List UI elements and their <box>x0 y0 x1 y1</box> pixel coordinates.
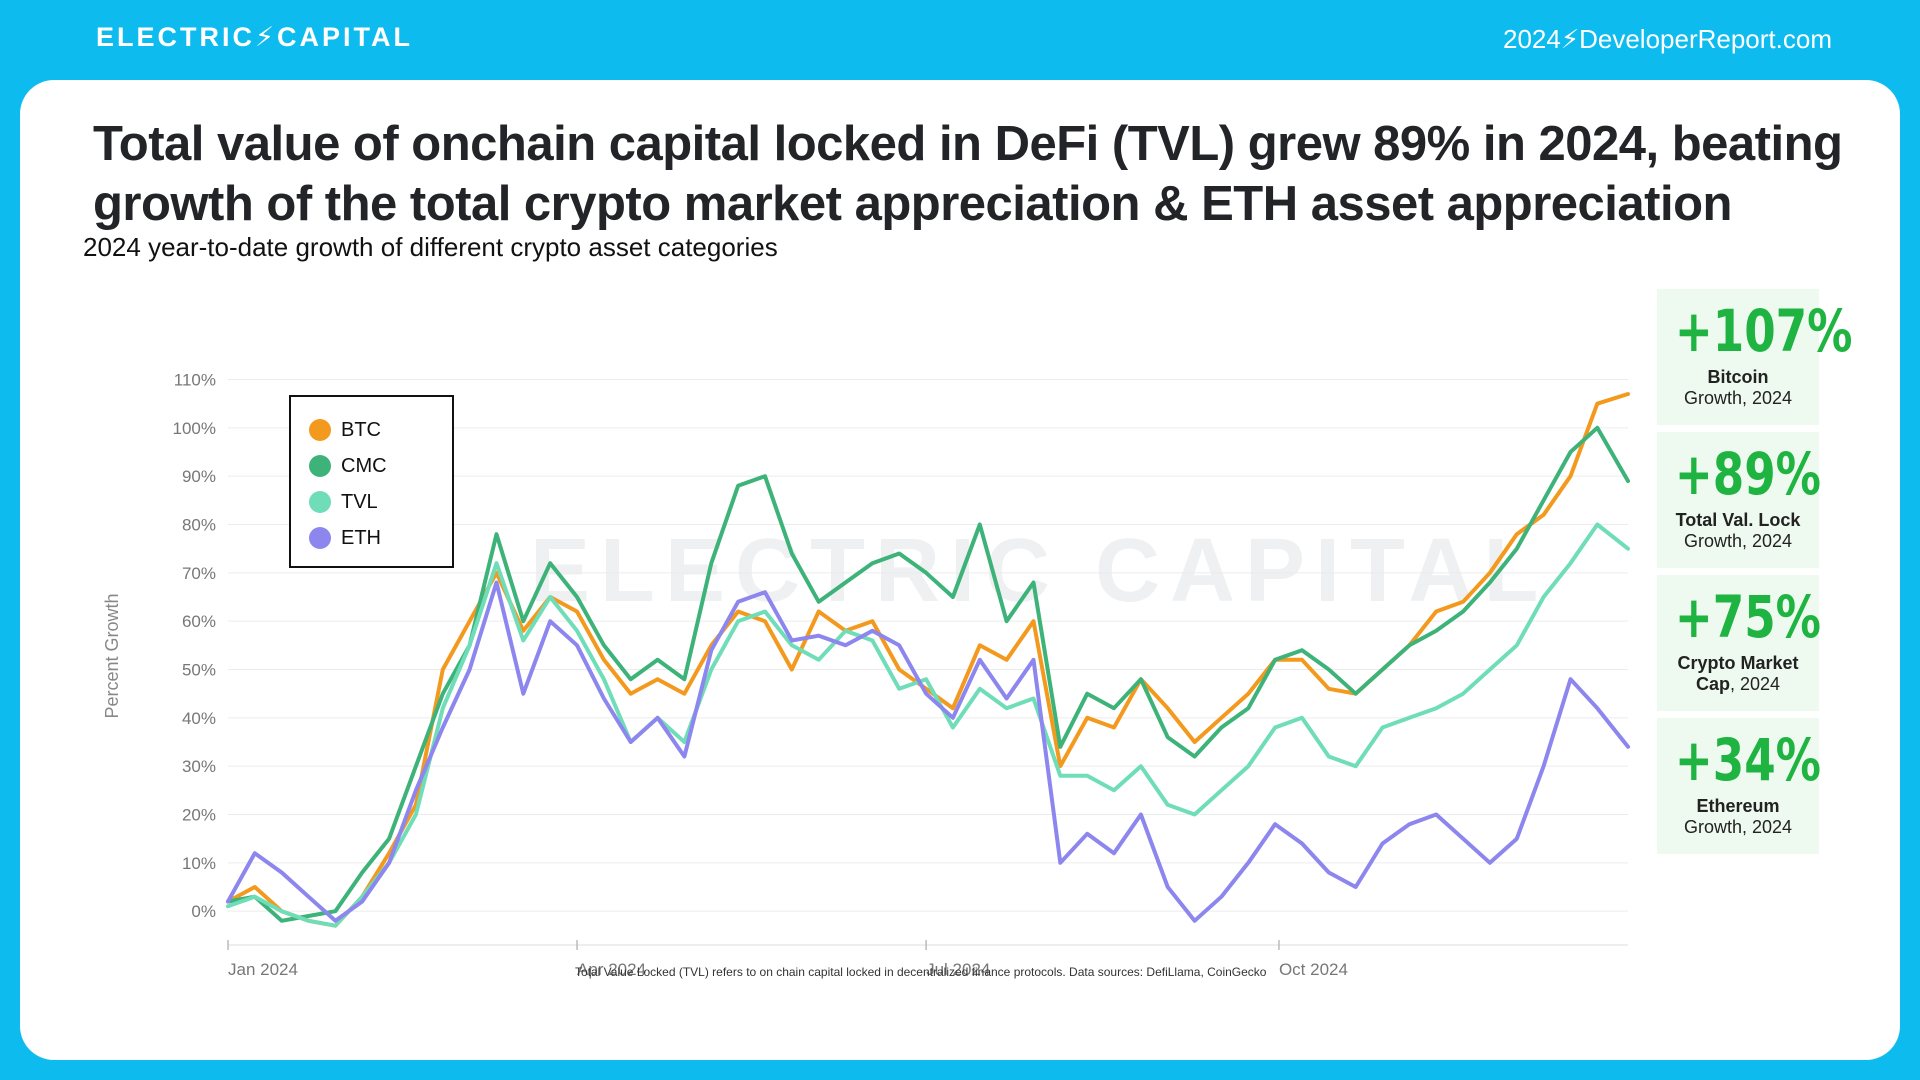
stat-bitcoin: +107% Bitcoin Growth, 2024 <box>1657 289 1853 425</box>
legend-swatch-eth <box>309 527 331 549</box>
stat-name-ethereum: Ethereum <box>1696 796 1780 816</box>
y-axis-label: Percent Growth <box>102 593 122 718</box>
y-tick-label: 60% <box>182 612 216 631</box>
y-tick-label: 50% <box>182 661 216 680</box>
report-url[interactable]: 2024⚡DeveloperReport.com <box>1503 24 1832 54</box>
stat-value-cmc: +75% <box>1674 583 1822 651</box>
stat-ethereum: +34% Ethereum Growth, 2024 <box>1657 718 1822 854</box>
stat-name-cmc: Crypto Market Cap <box>1677 653 1799 694</box>
y-tick-label: 110% <box>174 371 216 390</box>
chart-title: 2024 year-to-date growth of different cr… <box>83 232 778 262</box>
y-tick-label: 70% <box>182 564 216 583</box>
electric-capital-logo: ELECTRIC⚡CAPITAL <box>96 22 413 52</box>
stat-suffix-ethereum: Growth, 2024 <box>1683 817 1793 837</box>
stat-crypto-market-cap: +75% Crypto Market Cap, 2024 <box>1657 575 1822 711</box>
stat-tvl: +89% Total Val. Lock Growth, 2024 <box>1657 432 1822 568</box>
stat-suffix-cmc: , 2024 <box>1729 674 1781 694</box>
axis-layer: 0% 10% 20% 30% 40% 50% 60% 70% 80% 90% 100% 110% Jan… <box>173 371 1628 979</box>
x-tick-label: Jan 2024 <box>228 960 298 979</box>
series-line-eth <box>226 580 1630 923</box>
chart-legend: BTC CMC TVL ETH <box>289 395 454 568</box>
legend-label-tvl: TVL <box>341 491 378 513</box>
y-tick-label: 80% <box>182 516 216 535</box>
legend-label-cmc: CMC <box>341 455 387 477</box>
series-layer <box>226 392 1630 928</box>
stat-suffix-bitcoin: Growth, 2024 <box>1683 388 1793 408</box>
legend-label-eth: ETH <box>341 527 381 549</box>
series-line-tvl <box>226 522 1630 928</box>
stat-value-tvl: +89% <box>1674 440 1822 508</box>
x-tick-label: Jul 2024 <box>926 960 990 979</box>
stat-suffix-tvl: Growth, 2024 <box>1683 531 1793 551</box>
y-tick-label: 20% <box>182 806 216 825</box>
y-tick-label: 90% <box>182 467 216 486</box>
y-tick-label: 10% <box>182 854 216 873</box>
footnote: Total Value Locked (TVL) refers to on ch… <box>575 965 1267 979</box>
stat-name-bitcoin: Bitcoin <box>1707 367 1769 387</box>
top-bar: ELECTRIC⚡CAPITAL 2024⚡DeveloperReport.co… <box>0 0 1920 80</box>
x-tick-label: Apr 2024 <box>577 960 646 979</box>
stat-name-tvl: Total Val. Lock <box>1675 510 1801 530</box>
y-tick-label: 30% <box>182 757 216 776</box>
legend-label-btc: BTC <box>341 419 381 441</box>
stat-value-bitcoin: +107% <box>1674 297 1853 365</box>
y-tick-label: 40% <box>182 709 216 728</box>
legend-swatch-cmc <box>309 455 331 477</box>
page-title: Total value of onchain capital locked in… <box>93 117 1843 231</box>
legend-swatch-tvl <box>309 491 331 513</box>
legend-swatch-btc <box>309 419 331 441</box>
stat-value-ethereum: +34% <box>1674 726 1822 794</box>
content-card: Total value of onchain capital locked in… <box>20 80 1900 1060</box>
y-tick-label: 0% <box>191 902 216 921</box>
x-tick-label: Oct 2024 <box>1279 960 1348 979</box>
watermark: ELECTRIC CAPITAL <box>530 521 1549 621</box>
y-tick-label: 100% <box>173 419 216 438</box>
